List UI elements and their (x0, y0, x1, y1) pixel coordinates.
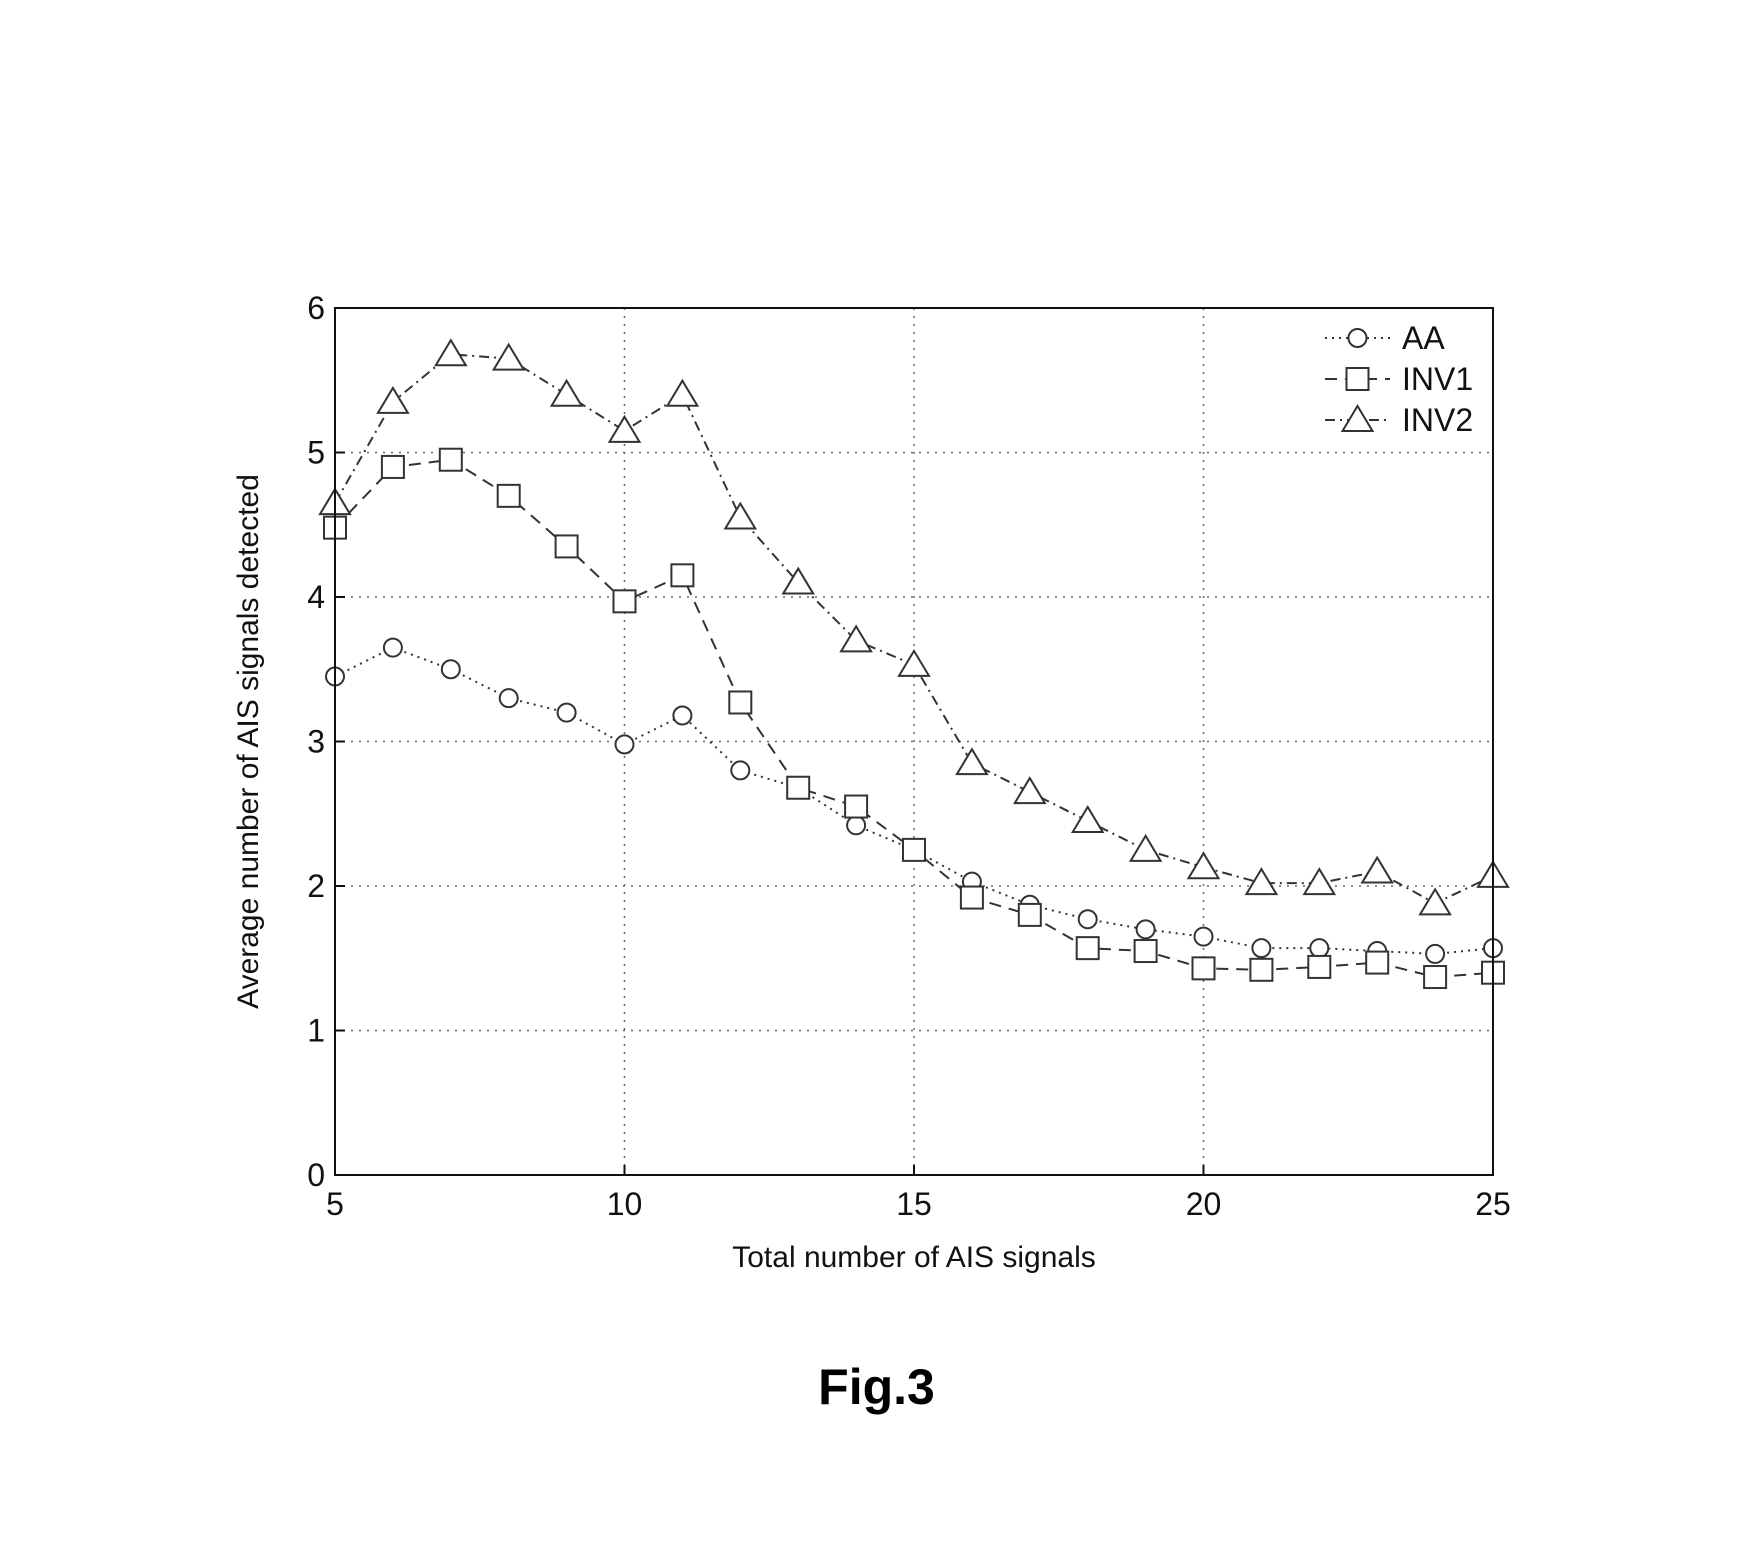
x-tick-label: 25 (1475, 1186, 1511, 1222)
data-point-inv1 (1365, 950, 1390, 975)
y-tick-label: 3 (307, 724, 325, 760)
legend-marker-aa (1347, 328, 1368, 348)
data-point-aa (1309, 938, 1330, 959)
data-point-inv1 (959, 885, 984, 910)
data-point-inv1 (1133, 939, 1158, 964)
data-point-inv1 (1075, 936, 1100, 961)
data-point-aa (1193, 926, 1214, 947)
data-point-inv2 (1360, 855, 1394, 884)
legend-label-aa: AA (1402, 320, 1445, 356)
series-aa (325, 637, 1503, 964)
data-point-inv1 (1423, 965, 1448, 990)
x-tick-label: 5 (326, 1186, 344, 1222)
data-point-inv1 (438, 447, 463, 472)
data-point-inv1 (786, 775, 811, 800)
x-axis-title: Total number of AIS signals (732, 1241, 1096, 1274)
legend-label-inv2: INV2 (1402, 402, 1473, 438)
data-point-inv1 (670, 563, 695, 588)
data-point-inv1 (1017, 902, 1042, 927)
data-point-aa (556, 702, 577, 723)
x-tick-label: 20 (1186, 1186, 1222, 1222)
legend-entry-inv1: INV1 (1325, 361, 1473, 397)
legend-marker-inv2 (1340, 404, 1375, 432)
data-point-aa (382, 637, 403, 658)
data-point-inv2 (1302, 867, 1337, 896)
legend-entry-aa: AA (1325, 320, 1445, 356)
y-tick-label: 6 (307, 290, 325, 326)
data-point-inv2 (723, 501, 758, 530)
data-point-inv2 (1128, 833, 1163, 862)
legend-entry-inv2: INV2 (1325, 402, 1473, 438)
data-point-inv2 (781, 566, 815, 595)
y-tick-label: 5 (307, 435, 325, 471)
data-point-aa (1077, 909, 1098, 930)
data-point-inv1 (380, 454, 405, 479)
data-point-aa (440, 659, 461, 680)
data-point-aa (730, 760, 751, 781)
data-point-inv1 (728, 690, 753, 715)
y-tick-label: 0 (307, 1157, 325, 1193)
y-axis-title: Average number of AIS signals detected (232, 474, 265, 1009)
data-point-inv2 (1418, 887, 1452, 916)
data-point-inv2 (1244, 867, 1279, 896)
data-point-aa (846, 815, 867, 836)
x-tick-label: 10 (607, 1186, 643, 1222)
data-point-aa (614, 734, 635, 755)
data-point-aa (672, 705, 693, 726)
data-point-inv2 (1070, 805, 1105, 833)
series-layer (318, 338, 1510, 990)
series-line-aa (334, 646, 1494, 955)
data-point-inv1 (496, 483, 521, 508)
data-point-inv2 (434, 338, 468, 367)
data-point-inv1 (612, 589, 637, 614)
data-point-inv2 (955, 747, 989, 776)
data-point-inv2 (1186, 851, 1221, 880)
data-point-inv2 (665, 378, 700, 407)
data-point-inv2 (1013, 776, 1047, 805)
data-point-inv1 (1191, 956, 1216, 981)
data-point-inv1 (554, 534, 579, 559)
legend-label-inv1: INV1 (1402, 361, 1473, 397)
x-tick-label: 15 (896, 1186, 932, 1222)
data-point-inv2 (839, 624, 873, 653)
figure-caption: Fig.3 (818, 1359, 935, 1415)
data-point-inv2 (376, 385, 410, 414)
legend-marker-inv1 (1345, 367, 1370, 391)
data-point-aa (1135, 919, 1156, 940)
y-tick-label: 2 (307, 868, 325, 904)
y-tick-label: 1 (307, 1013, 325, 1049)
data-point-inv2 (549, 378, 584, 407)
data-point-inv2 (491, 342, 526, 371)
tick-labels: 5 10 15 20 25 0 1 2 3 4 5 6 (307, 290, 1511, 1222)
grid (335, 308, 1493, 1175)
data-point-inv1 (844, 794, 869, 819)
data-point-inv1 (1307, 954, 1332, 979)
legend: AA INV1 INV2 (1325, 320, 1473, 438)
data-point-aa (1251, 938, 1272, 959)
data-point-inv1 (902, 837, 926, 862)
data-point-inv2 (607, 414, 642, 443)
y-tick-label: 4 (307, 579, 325, 615)
data-point-inv2 (897, 648, 931, 677)
series-inv1 (323, 447, 1505, 990)
data-point-aa (498, 688, 519, 709)
data-point-inv1 (1249, 957, 1274, 982)
data-point-aa (1425, 943, 1446, 964)
series-line-inv1 (334, 458, 1494, 979)
